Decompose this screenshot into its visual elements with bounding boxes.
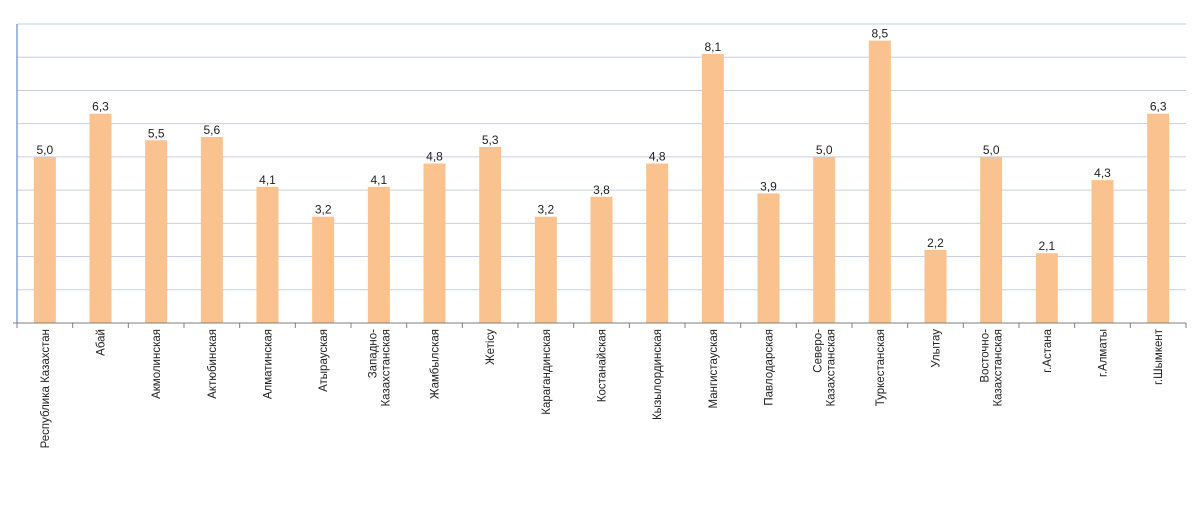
category-label-line: Костанайская [597, 329, 609, 402]
bar [33, 156, 56, 323]
category-label: г.Алматы [1098, 329, 1110, 377]
category-label: Атырауская [318, 329, 330, 392]
category-label: Алматинская [263, 329, 275, 399]
category-label-line: Туркестанская [875, 329, 887, 406]
category-label-line: Западно- [367, 329, 379, 378]
category-label: г.Астана [1042, 328, 1054, 372]
category-label-line: г.Астана [1042, 328, 1054, 372]
data-label: 5,0 [983, 143, 1000, 157]
category-label: Жамбылская [430, 329, 442, 399]
data-label: 4,1 [259, 173, 276, 187]
category-label: Костанайская [597, 329, 609, 402]
category-label-line: Алматинская [263, 329, 275, 399]
data-label: 3,2 [537, 203, 554, 217]
data-label: 5,0 [816, 143, 833, 157]
category-label-line: Акмолинская [151, 329, 163, 399]
bar [813, 156, 836, 323]
category-label-line: г.Алматы [1098, 329, 1110, 377]
bar [646, 163, 669, 323]
data-label: 8,5 [871, 27, 888, 41]
data-label: 4,1 [370, 173, 387, 187]
bar [701, 53, 724, 324]
bars [33, 40, 1170, 324]
category-label: Западно- Казахстанская [367, 329, 392, 407]
bar [479, 146, 502, 323]
category-label-line: г.Шымкент [1153, 328, 1165, 385]
category-label: Туркестанская [875, 329, 887, 406]
category-label: г.Шымкент [1153, 328, 1165, 385]
bar [534, 216, 557, 323]
category-label: Жетісу [485, 329, 497, 365]
data-label: 2,2 [927, 236, 944, 250]
data-label: 5,6 [203, 123, 220, 137]
category-label-line: Атырауская [318, 329, 330, 392]
bar [312, 216, 335, 323]
category-label-line: Карагандинская [541, 329, 553, 415]
category-label: Актюбинская [207, 329, 219, 399]
data-label: 3,2 [315, 203, 332, 217]
bar [423, 163, 446, 323]
bar [980, 156, 1003, 323]
category-label-line: Жетісу [485, 329, 497, 365]
data-label: 5,3 [482, 133, 499, 147]
category-label-line: Казахстанская [380, 329, 392, 407]
category-labels: Республика Казахстан Абай Акмолинская Актюб… [40, 328, 1165, 448]
category-label-line: Казахстанская [826, 329, 838, 407]
data-label: 2,1 [1038, 239, 1055, 253]
value-labels: 5,0 6,3 5,5 5,6 4,1 3,2 4,1 4,8 5,3 3,2 3,8 4,8 8,1 3… [36, 27, 1166, 254]
bar [145, 140, 168, 323]
category-label-line: Восточно- [980, 329, 992, 383]
data-label: 3,8 [593, 183, 610, 197]
category-label: Северо- Казахстанская [813, 329, 838, 407]
data-label: 8,1 [704, 40, 721, 54]
category-label-line: Северо- [813, 329, 825, 373]
category-label: Мангистауская [708, 329, 720, 409]
category-label: Улытау [931, 329, 943, 368]
bar [367, 186, 390, 323]
bar [590, 196, 613, 323]
category-label: Павлодарская [764, 329, 776, 406]
category-label: Карагандинская [541, 329, 553, 415]
category-label-line: Актюбинская [207, 329, 219, 399]
category-label-line: Мангистауская [708, 329, 720, 409]
category-label-line: Павлодарская [764, 329, 776, 406]
category-label-line: Абай [96, 329, 108, 356]
data-label: 4,8 [426, 150, 443, 164]
category-label: Республика Казахстан [40, 329, 52, 448]
data-label: 6,3 [1150, 100, 1167, 114]
data-label: 4,3 [1094, 166, 1111, 180]
bar [1035, 253, 1058, 323]
category-label: Кызылординская [652, 329, 664, 420]
bar [868, 40, 891, 323]
bar [1147, 113, 1170, 323]
category-label: Абай [96, 329, 108, 356]
category-label: Акмолинская [151, 329, 163, 399]
bar [757, 193, 780, 323]
bar [924, 249, 947, 323]
data-label: 3,9 [760, 179, 777, 193]
category-label: Восточно- Казахстанская [980, 329, 1005, 407]
data-label: 5,5 [148, 126, 165, 140]
data-label: 4,8 [649, 150, 666, 164]
bar [256, 186, 279, 323]
category-label-line: Казахстанская [993, 329, 1005, 407]
data-label: 5,0 [36, 143, 53, 157]
bar [89, 113, 112, 323]
category-label-line: Улытау [931, 329, 943, 368]
category-label-line: Кызылординская [652, 329, 664, 420]
category-label-line: Жамбылская [430, 329, 442, 399]
bar [200, 136, 223, 323]
bar [1091, 180, 1114, 323]
category-label-line: Республика Казахстан [40, 329, 52, 448]
data-label: 6,3 [92, 100, 109, 114]
axes [13, 24, 1187, 328]
